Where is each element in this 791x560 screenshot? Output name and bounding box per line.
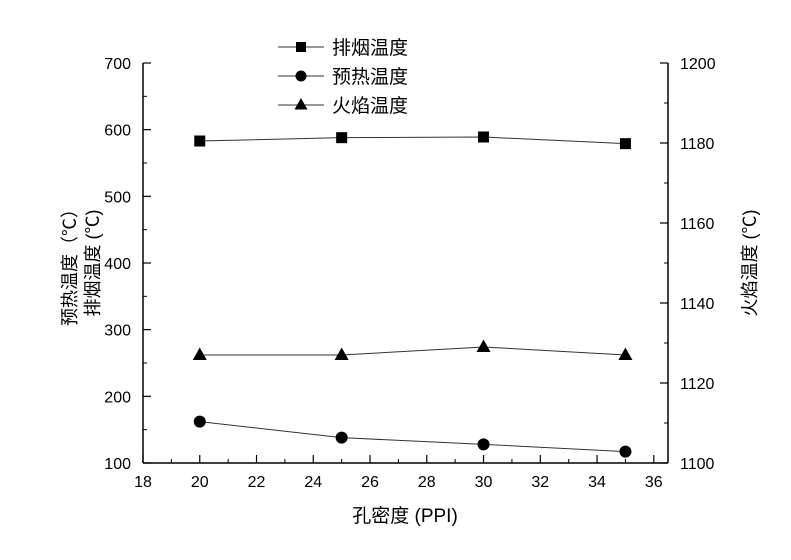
circle-marker — [335, 431, 348, 444]
legend-label: 排烟温度 — [332, 37, 408, 59]
legend-label: 预热温度 — [332, 66, 408, 88]
legend-label: 火焰温度 — [332, 95, 408, 117]
x-tick-label: 24 — [304, 474, 322, 491]
x-tick-label: 22 — [248, 474, 266, 491]
square-marker — [296, 42, 306, 52]
y-left-tick-label: 500 — [104, 189, 131, 206]
y-axis-label-left-preheat: 预热温度（℃） — [60, 200, 80, 326]
circle-marker — [295, 70, 307, 82]
square-marker — [336, 132, 348, 144]
circle-marker — [477, 438, 490, 451]
y-right-tick-label: 1200 — [680, 56, 716, 73]
square-marker — [619, 138, 631, 150]
y-right-tick-label: 1140 — [680, 296, 715, 313]
x-tick-label: 32 — [531, 474, 549, 491]
x-axis-label: 孔密度 (PPI) — [352, 505, 458, 527]
y-axis-label-right: 火焰温度 (℃) — [740, 210, 760, 317]
x-tick-label: 28 — [418, 474, 436, 491]
circle-marker — [193, 415, 206, 428]
y-left-tick-label: 300 — [104, 323, 131, 340]
series-line-square — [199, 136, 626, 145]
y-right-tick-label: 1160 — [680, 216, 715, 233]
y-axis-label-left-exhaust: 排烟温度 (℃) — [83, 210, 103, 317]
y-left-tick-label: 700 — [104, 56, 131, 73]
y-right-tick-label: 1120 — [680, 376, 715, 393]
x-tick-label: 26 — [361, 474, 379, 491]
y-left-tick-label: 600 — [104, 123, 131, 140]
triangle-marker — [294, 98, 308, 110]
triangle-marker — [192, 347, 207, 360]
x-tick-label: 30 — [475, 474, 493, 491]
circle-marker — [619, 445, 632, 458]
x-tick-label: 34 — [588, 474, 606, 491]
x-tick-label: 18 — [134, 474, 152, 491]
y-left-tick-label: 200 — [104, 389, 131, 406]
square-marker — [194, 135, 206, 147]
series-line-circle — [199, 421, 626, 453]
triangle-marker — [618, 347, 633, 360]
y-right-tick-label: 1100 — [680, 456, 715, 473]
axes: 18 20 22 24 26 28 30 32 34 36 100 200 300 400 500 600 70… — [104, 56, 715, 491]
x-tick-label: 20 — [191, 474, 209, 491]
triangle-marker — [476, 339, 491, 352]
series-layer — [192, 131, 633, 458]
y-left-tick-label: 400 — [104, 256, 131, 273]
y-left-tick-label: 100 — [104, 456, 131, 473]
series-line-triangle — [199, 346, 626, 356]
x-tick-label: 36 — [645, 474, 663, 491]
triangle-marker — [334, 347, 349, 360]
square-marker — [478, 131, 490, 143]
y-right-tick-label: 1180 — [680, 136, 715, 153]
